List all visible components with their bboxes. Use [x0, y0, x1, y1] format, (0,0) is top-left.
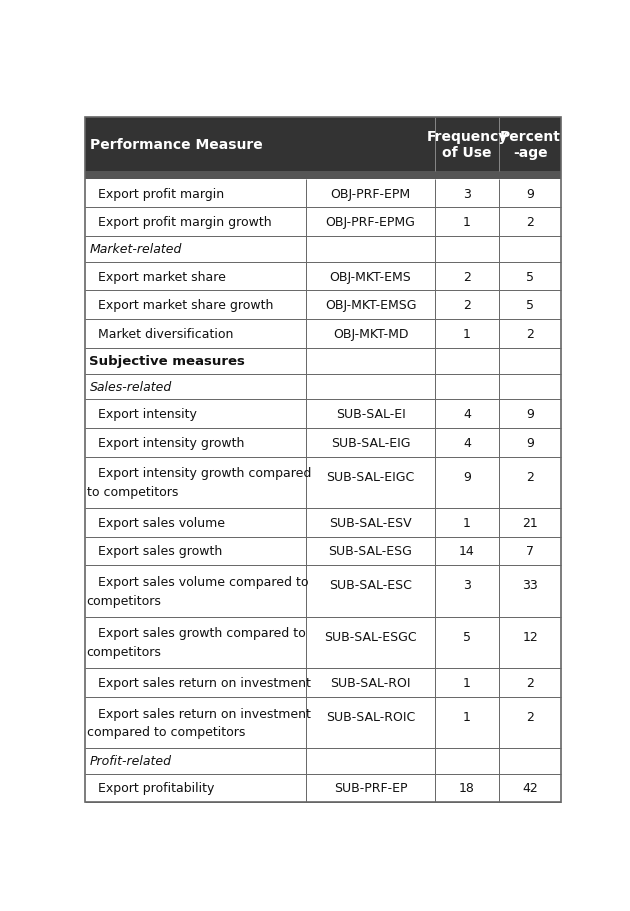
Text: 18: 18 — [459, 782, 475, 794]
Text: Export intensity growth compared: Export intensity growth compared — [98, 467, 312, 480]
Text: competitors: competitors — [86, 594, 161, 607]
Text: 1: 1 — [463, 676, 471, 689]
Bar — [84, 118, 561, 172]
Text: compared to competitors: compared to competitors — [86, 725, 245, 738]
Text: SUB-SAL-ESV: SUB-SAL-ESV — [329, 517, 412, 529]
Bar — [84, 400, 561, 428]
Text: Profit-related: Profit-related — [89, 754, 171, 767]
Text: 3: 3 — [463, 188, 471, 200]
Text: 7: 7 — [526, 545, 534, 558]
Text: Sales-related: Sales-related — [89, 381, 172, 394]
Text: 21: 21 — [522, 517, 538, 529]
Bar — [84, 320, 561, 349]
Bar — [84, 374, 561, 400]
Text: 33: 33 — [522, 578, 538, 591]
Text: 3: 3 — [463, 578, 471, 591]
Text: Export market share growth: Export market share growth — [98, 299, 273, 312]
Text: 9: 9 — [526, 436, 534, 449]
Bar — [84, 172, 561, 179]
Text: 2: 2 — [526, 676, 534, 689]
Text: SUB-SAL-ESGC: SUB-SAL-ESGC — [324, 630, 417, 643]
Bar — [84, 668, 561, 697]
Text: 1: 1 — [463, 328, 471, 341]
Text: 42: 42 — [522, 782, 538, 794]
Text: Market-related: Market-related — [89, 243, 182, 256]
Text: 2: 2 — [463, 299, 471, 312]
Text: 9: 9 — [526, 407, 534, 421]
Text: 2: 2 — [526, 710, 534, 722]
Text: SUB-SAL-ROI: SUB-SAL-ROI — [330, 676, 411, 689]
Text: Subjective measures: Subjective measures — [89, 354, 245, 368]
Text: 1: 1 — [463, 710, 471, 722]
Text: OBJ-PRF-EPMG: OBJ-PRF-EPMG — [326, 216, 415, 229]
Text: Export profit margin: Export profit margin — [98, 188, 224, 200]
Text: 2: 2 — [526, 470, 534, 483]
Text: 1: 1 — [463, 517, 471, 529]
Text: 2: 2 — [463, 271, 471, 283]
Bar — [84, 748, 561, 773]
Text: Export intensity growth: Export intensity growth — [98, 436, 244, 449]
Text: SUB-SAL-EI: SUB-SAL-EI — [336, 407, 405, 421]
Text: SUB-SAL-ROIC: SUB-SAL-ROIC — [326, 710, 415, 722]
Text: 9: 9 — [526, 188, 534, 200]
Text: OBJ-MKT-EMSG: OBJ-MKT-EMSG — [325, 299, 416, 312]
Text: competitors: competitors — [86, 645, 161, 659]
Text: Export market share: Export market share — [98, 271, 226, 283]
Text: Market diversification: Market diversification — [98, 328, 234, 341]
Text: 4: 4 — [463, 407, 471, 421]
Text: OBJ-PRF-EPM: OBJ-PRF-EPM — [331, 188, 411, 200]
Text: Export sales volume: Export sales volume — [98, 517, 226, 529]
Bar — [84, 179, 561, 209]
Text: 12: 12 — [522, 630, 538, 643]
Text: Export sales return on investment: Export sales return on investment — [98, 676, 311, 689]
Text: 2: 2 — [526, 216, 534, 229]
Bar — [84, 457, 561, 508]
Text: 5: 5 — [526, 299, 534, 312]
Text: Export sales growth: Export sales growth — [98, 545, 222, 558]
Text: Percent
-age: Percent -age — [500, 129, 561, 160]
Text: 2: 2 — [526, 328, 534, 341]
Bar — [84, 428, 561, 457]
Text: Performance Measure: Performance Measure — [91, 138, 263, 152]
Text: 1: 1 — [463, 216, 471, 229]
Text: Export profitability: Export profitability — [98, 782, 215, 794]
Text: OBJ-MKT-MD: OBJ-MKT-MD — [333, 328, 408, 341]
Bar — [84, 773, 561, 803]
Text: SUB-SAL-ESC: SUB-SAL-ESC — [329, 578, 412, 591]
Text: Export sales return on investment: Export sales return on investment — [98, 707, 311, 720]
Text: 4: 4 — [463, 436, 471, 449]
Text: OBJ-MKT-EMS: OBJ-MKT-EMS — [329, 271, 411, 283]
Bar — [84, 697, 561, 748]
Text: SUB-SAL-EIGC: SUB-SAL-EIGC — [326, 470, 415, 483]
Text: Export sales growth compared to: Export sales growth compared to — [98, 627, 306, 640]
Text: Export intensity: Export intensity — [98, 407, 197, 421]
Bar — [84, 349, 561, 374]
Text: Frequency
of Use: Frequency of Use — [427, 129, 508, 160]
Text: 5: 5 — [463, 630, 471, 643]
Text: SUB-PRF-EP: SUB-PRF-EP — [334, 782, 407, 794]
Text: 9: 9 — [463, 470, 471, 483]
Bar — [84, 209, 561, 237]
Bar — [84, 617, 561, 668]
Text: Export profit margin growth: Export profit margin growth — [98, 216, 272, 229]
Bar — [84, 292, 561, 320]
Bar — [84, 508, 561, 537]
Text: Export sales volume compared to: Export sales volume compared to — [98, 576, 309, 589]
Text: SUB-SAL-ESG: SUB-SAL-ESG — [329, 545, 413, 558]
Bar — [84, 262, 561, 292]
Bar — [84, 537, 561, 566]
Text: 5: 5 — [526, 271, 534, 283]
Text: SUB-SAL-EIG: SUB-SAL-EIG — [331, 436, 410, 449]
Bar — [84, 237, 561, 262]
Text: to competitors: to competitors — [86, 486, 178, 498]
Text: 14: 14 — [459, 545, 475, 558]
Bar — [84, 566, 561, 617]
